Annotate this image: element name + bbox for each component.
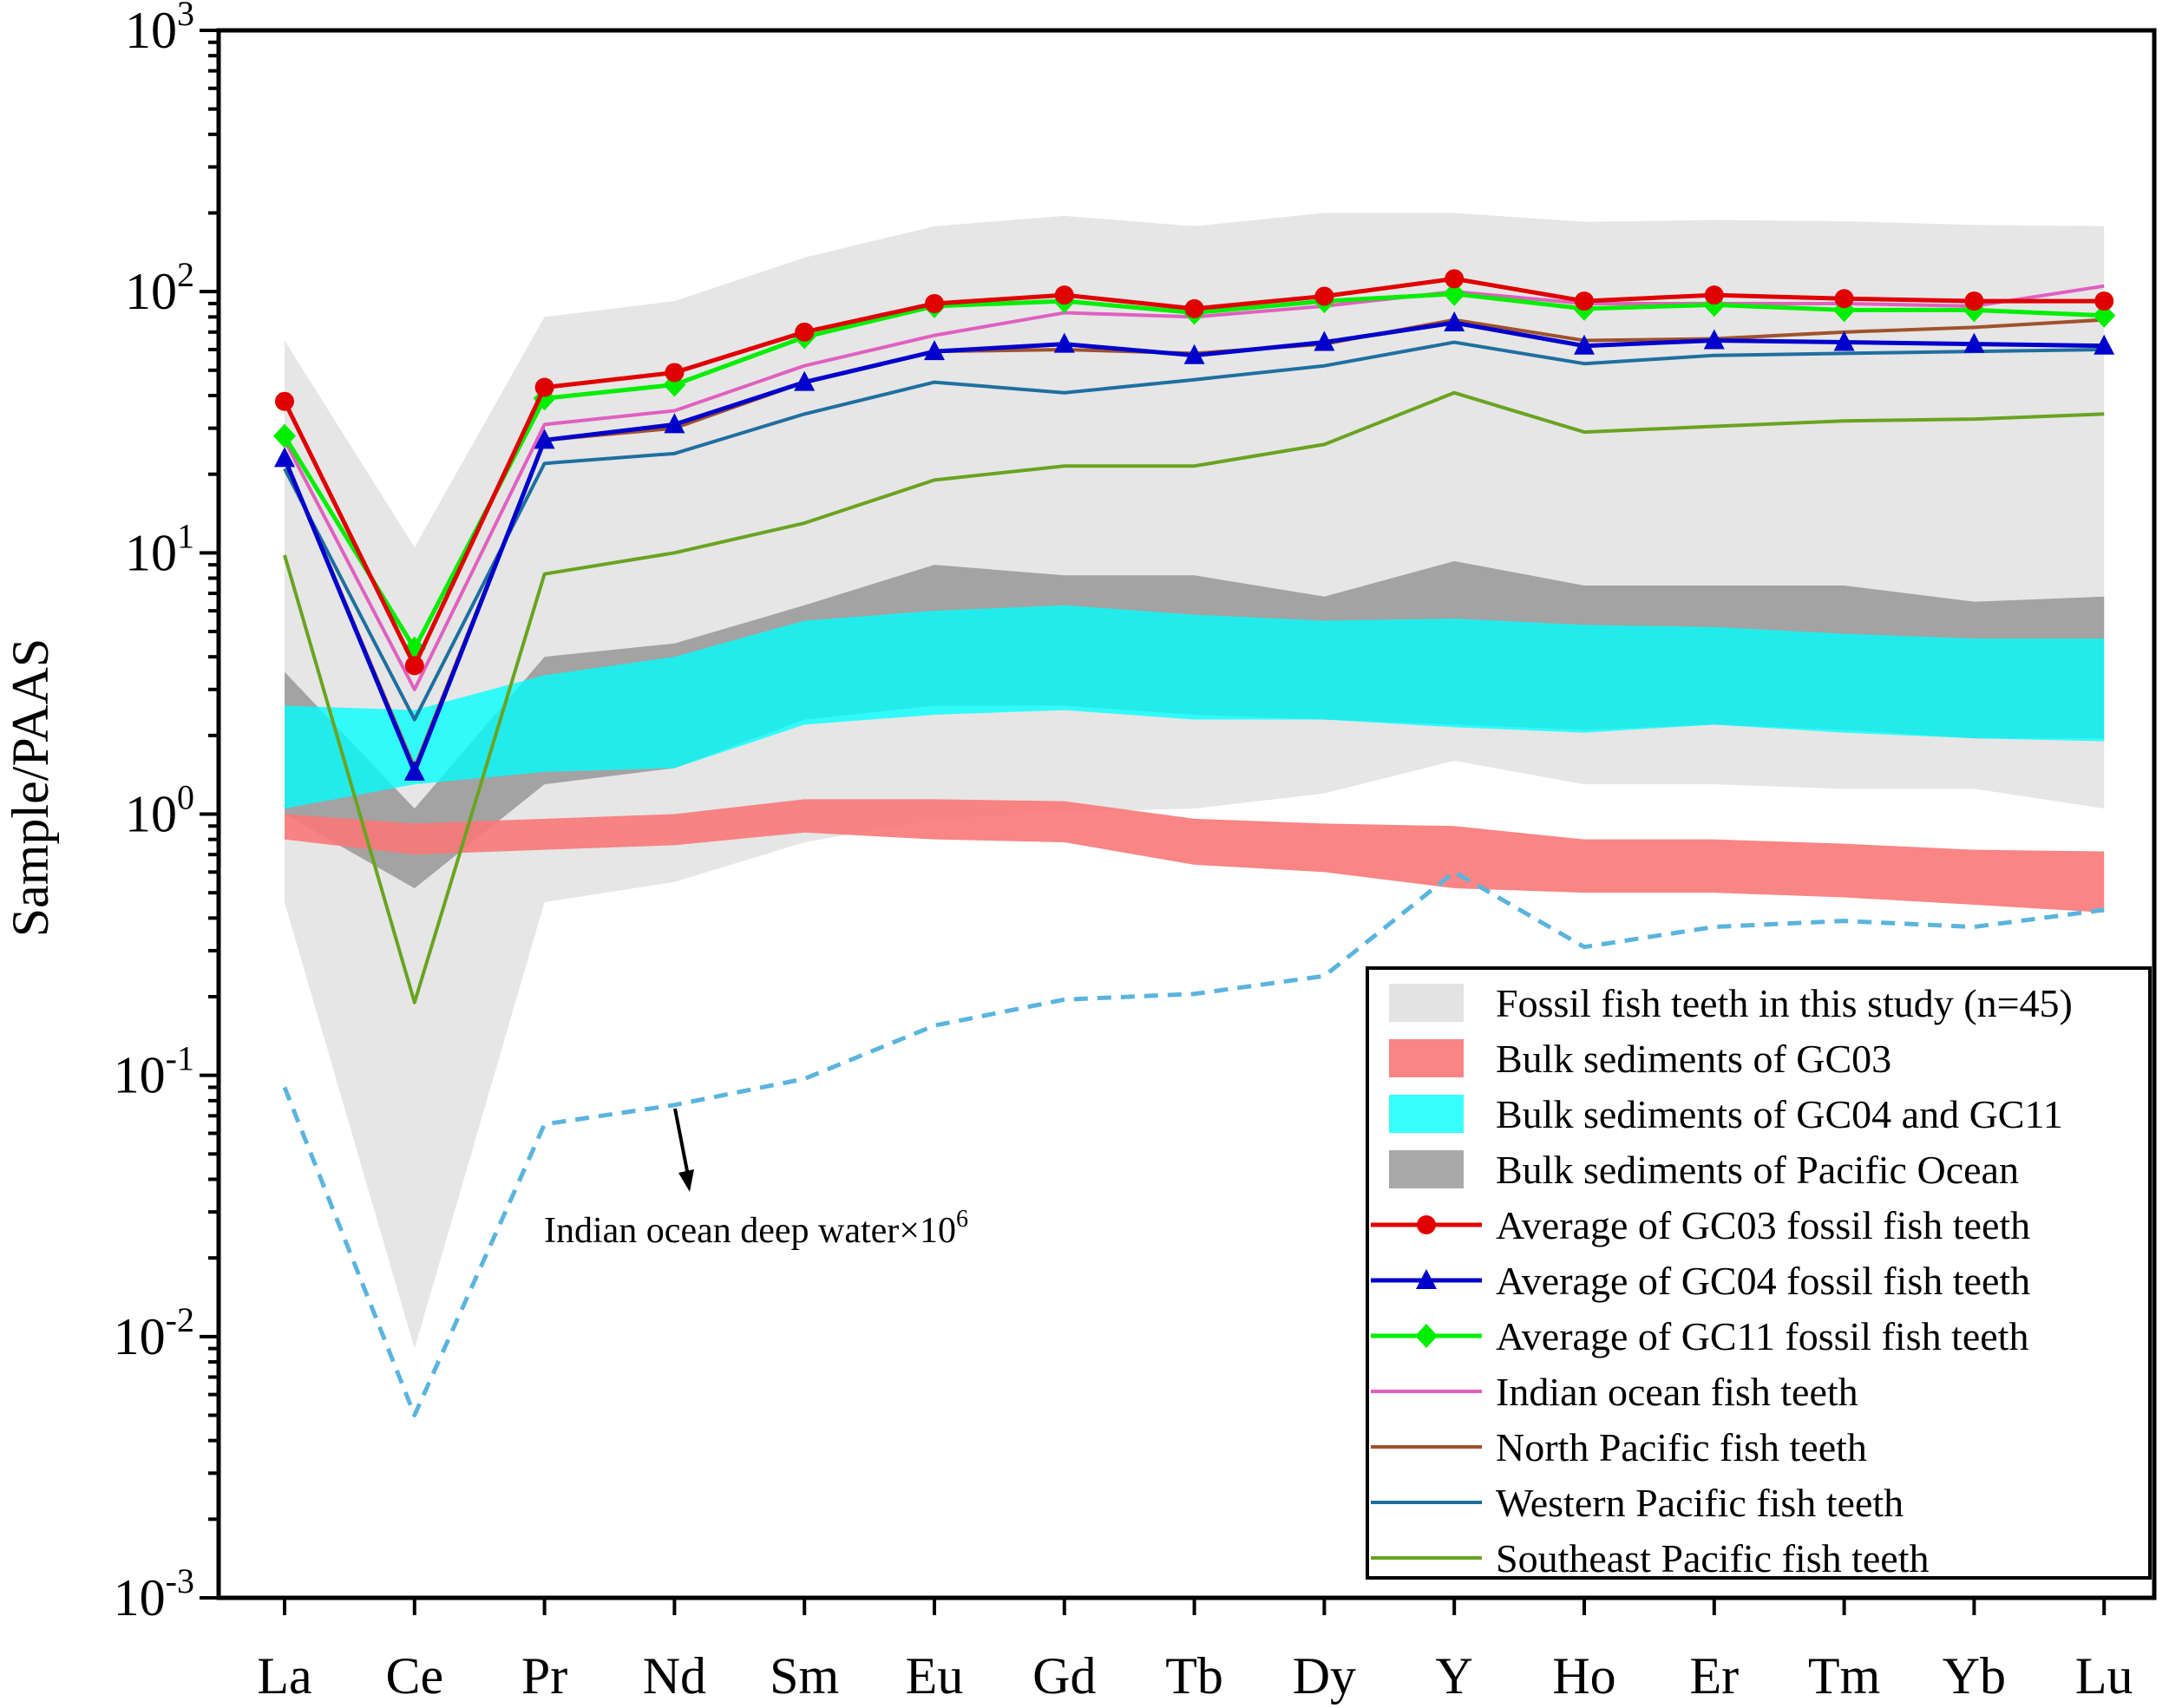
y-tick-label: 102 bbox=[125, 255, 194, 320]
band-gc04gc11 bbox=[285, 605, 2105, 809]
marker-gc04avg-Ce bbox=[403, 760, 425, 781]
marker-gc04avg-La bbox=[274, 447, 295, 468]
legend-label-wpacific: Western Pacific fish teeth bbox=[1496, 1481, 1904, 1525]
x-tick-label-Yb: Yb bbox=[1943, 1647, 2006, 1705]
y-tick-label: 10-2 bbox=[114, 1300, 194, 1365]
annotation-arrow-head bbox=[678, 1169, 694, 1192]
marker-gc03avg-Y bbox=[1445, 269, 1465, 289]
legend-label-gc04gc11: Bulk sediments of GC04 and GC11 bbox=[1496, 1092, 2063, 1136]
y-tick-label: 10-1 bbox=[114, 1039, 194, 1104]
x-tick-label-Y: Y bbox=[1436, 1647, 1473, 1705]
legend-label-sepacific: Southeast Pacific fish teeth bbox=[1496, 1536, 1930, 1580]
x-tick-label-Dy: Dy bbox=[1293, 1647, 1356, 1705]
y-axis-label: Sample/PAAS bbox=[2, 638, 59, 938]
x-tick-label-Ho: Ho bbox=[1552, 1647, 1615, 1705]
marker-gc04avg-Tb bbox=[1183, 344, 1205, 364]
marker-gc04avg-Er bbox=[1703, 329, 1725, 350]
legend: Fossil fish teeth in this study (n=45) Bu… bbox=[1366, 966, 2152, 1580]
x-tick-label-Tb: Tb bbox=[1165, 1647, 1223, 1705]
legend-box bbox=[1366, 966, 2152, 1580]
x-tick-label-Nd: Nd bbox=[643, 1647, 706, 1705]
legend-label-pacific: Bulk sediments of Pacific Ocean bbox=[1496, 1148, 2019, 1192]
x-tick-label-Gd: Gd bbox=[1032, 1647, 1096, 1705]
marker-gc04avg-Gd bbox=[1053, 332, 1075, 353]
y-tick-label: 100 bbox=[125, 778, 194, 843]
annotation-text: Indian ocean deep water×10 bbox=[544, 1211, 956, 1251]
marker-gc04avg-Yb bbox=[1963, 332, 1985, 353]
x-tick-label-La: La bbox=[257, 1647, 311, 1705]
marker-gc04avg-Sm bbox=[794, 370, 816, 391]
marker-gc11avg-Lu bbox=[2093, 303, 2116, 328]
marker-gc03avg-Ce bbox=[404, 656, 424, 676]
marker-gc04avg-Lu bbox=[2094, 334, 2115, 355]
marker-gc03avg-Tm bbox=[1834, 289, 1854, 309]
x-tick-label-Er: Er bbox=[1689, 1647, 1739, 1705]
x-tick-label-Ce: Ce bbox=[385, 1647, 443, 1705]
marker-gc03avg-Tb bbox=[1184, 298, 1204, 318]
legend-swatch-gc03 bbox=[1389, 1039, 1464, 1077]
marker-gc03avg-Sm bbox=[795, 322, 815, 342]
marker-gc11avg-Y bbox=[1443, 281, 1466, 306]
x-tick-label-Pr: Pr bbox=[521, 1647, 567, 1705]
marker-gc03avg-Yb bbox=[1964, 291, 1984, 311]
series-line-wpacific bbox=[283, 340, 2105, 722]
marker-gc03avg-Eu bbox=[925, 293, 944, 313]
marker-gc04avg-Y bbox=[1444, 311, 1465, 332]
marker-gc04avg-Dy bbox=[1314, 330, 1335, 351]
series-line-idw bbox=[282, 869, 2105, 1417]
marker-gc04avg-Tm bbox=[1833, 330, 1855, 351]
marker-gc04avg-Eu bbox=[924, 340, 945, 361]
band-gc03 bbox=[285, 799, 2105, 913]
annotation-label: Indian ocean deep water×106 bbox=[544, 1206, 968, 1251]
marker-gc03avg-Pr bbox=[534, 377, 554, 397]
legend-label-gc03: Bulk sediments of GC03 bbox=[1496, 1037, 1891, 1081]
marker-gc04avg-Nd bbox=[664, 413, 685, 434]
legend-swatch-gc04gc11 bbox=[1389, 1095, 1464, 1133]
marker-gc04avg-Pr bbox=[534, 429, 555, 449]
legend-marker-gc11avg bbox=[1415, 1324, 1438, 1348]
legend-marker-gc04avg bbox=[1416, 1269, 1437, 1289]
legend-label-gc03avg: Average of GC03 fossil fish teeth bbox=[1496, 1203, 2030, 1247]
bands-layer bbox=[285, 213, 2105, 1349]
annotation-superscript: 6 bbox=[956, 1206, 968, 1233]
legend-swatch-pacific bbox=[1389, 1150, 1464, 1188]
marker-gc03avg-Er bbox=[1704, 285, 1724, 305]
marker-gc03avg-Nd bbox=[665, 363, 685, 383]
marker-gc03avg-Lu bbox=[2094, 291, 2114, 311]
series-line-sepacific bbox=[283, 390, 2105, 1005]
annotation-layer: Indian ocean deep water×106 bbox=[544, 1108, 968, 1251]
marker-gc03avg-La bbox=[275, 391, 294, 411]
legend-label-gc04avg: Average of GC04 fossil fish teeth bbox=[1496, 1259, 2030, 1303]
band-fossil bbox=[285, 213, 2105, 1349]
y-tick-label: 103 bbox=[125, 0, 194, 59]
x-tick-label-Tm: Tm bbox=[1808, 1647, 1880, 1705]
x-tick-label-Sm: Sm bbox=[770, 1647, 839, 1705]
marker-gc03avg-Ho bbox=[1575, 291, 1594, 311]
legend-label-indian: Indian ocean fish teeth bbox=[1496, 1370, 1858, 1414]
y-tick-label: 10-3 bbox=[114, 1561, 194, 1626]
legend-swatch-fossil bbox=[1389, 984, 1464, 1022]
legend-label-gc11avg: Average of GC11 fossil fish teeth bbox=[1496, 1314, 2028, 1358]
lines-layer bbox=[273, 269, 2116, 1417]
y-tick-label: 101 bbox=[125, 516, 194, 581]
x-tick-label-Eu: Eu bbox=[906, 1647, 964, 1705]
x-tick-label-Lu: Lu bbox=[2075, 1647, 2133, 1705]
legend-marker-gc03avg bbox=[1417, 1215, 1436, 1234]
marker-gc03avg-Dy bbox=[1314, 286, 1334, 306]
annotation-arrow-shaft bbox=[673, 1108, 689, 1172]
legend-label-npacific: North Pacific fish teeth bbox=[1496, 1425, 1867, 1469]
marker-gc11avg-La bbox=[273, 423, 296, 448]
legend-label-fossil: Fossil fish teeth in this study (n=45) bbox=[1496, 981, 2073, 1025]
marker-gc04avg-Ho bbox=[1574, 334, 1595, 355]
marker-gc03avg-Gd bbox=[1054, 285, 1074, 305]
